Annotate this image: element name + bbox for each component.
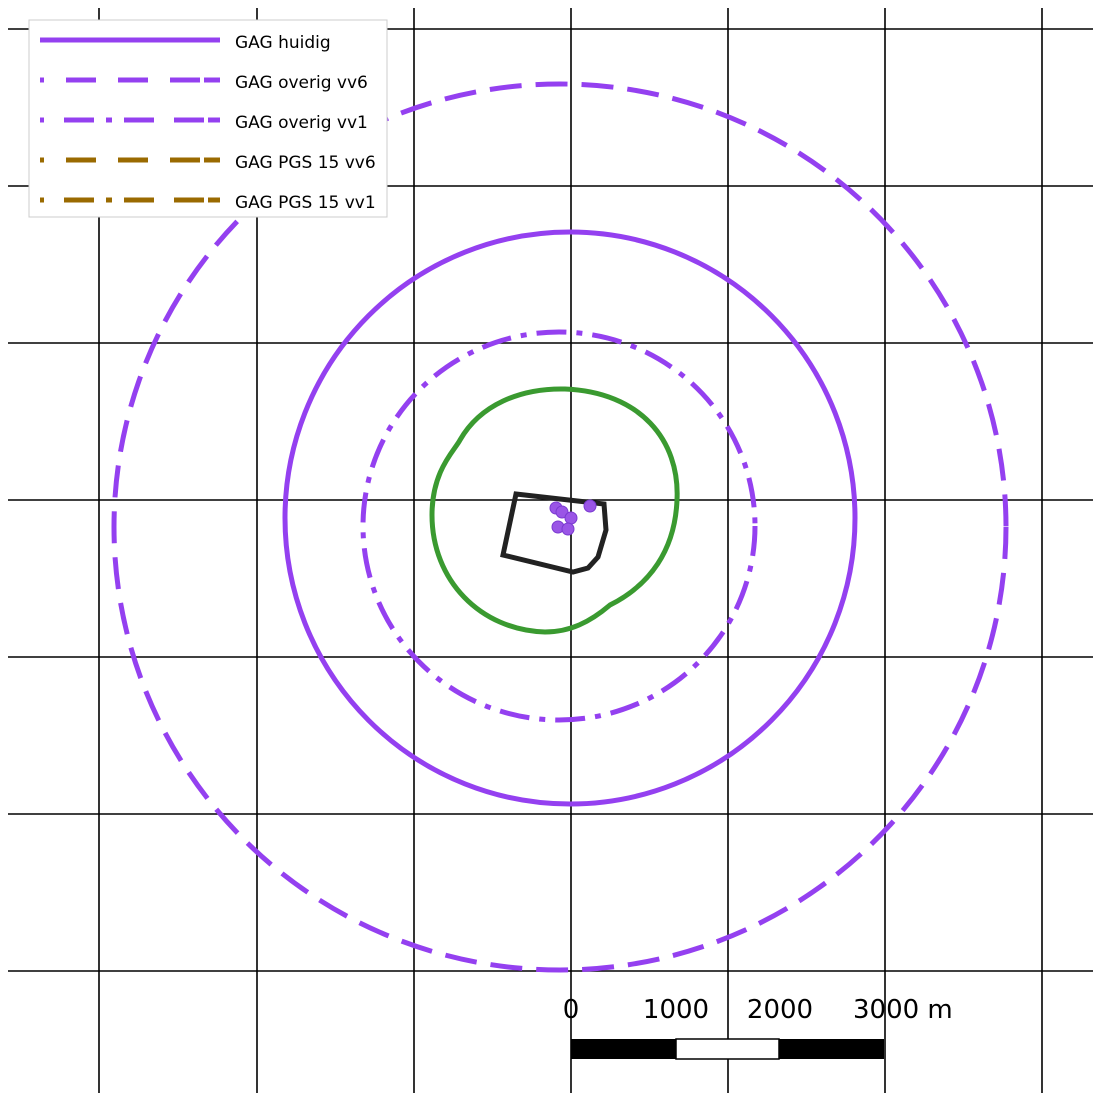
scale-label: 3000 m — [853, 995, 953, 1025]
scale-bar: 0 1000 2000 3000 m — [563, 995, 953, 1060]
contours — [111, 81, 1009, 973]
contour-huidig — [282, 229, 858, 807]
legend: GAG huidig GAG overig vv6 GAG overig vv1 GA… — [40, 33, 376, 213]
legend-label: GAG huidig — [235, 33, 331, 53]
legend-label: GAG PGS 15 vv1 — [235, 193, 376, 213]
legend-label: GAG PGS 15 vv6 — [235, 153, 376, 173]
legend-label: GAG overig vv6 — [235, 73, 368, 93]
scale-label: 1000 — [643, 995, 709, 1025]
contour-green — [429, 386, 680, 635]
sources — [549, 499, 597, 536]
scale-label: 0 — [563, 995, 580, 1025]
contour-vv1 — [360, 329, 758, 723]
site-boundary — [500, 491, 609, 575]
contour-vv6 — [111, 81, 1009, 973]
legend-label: GAG overig vv1 — [235, 113, 368, 133]
scale-label: 2000 — [747, 995, 813, 1025]
